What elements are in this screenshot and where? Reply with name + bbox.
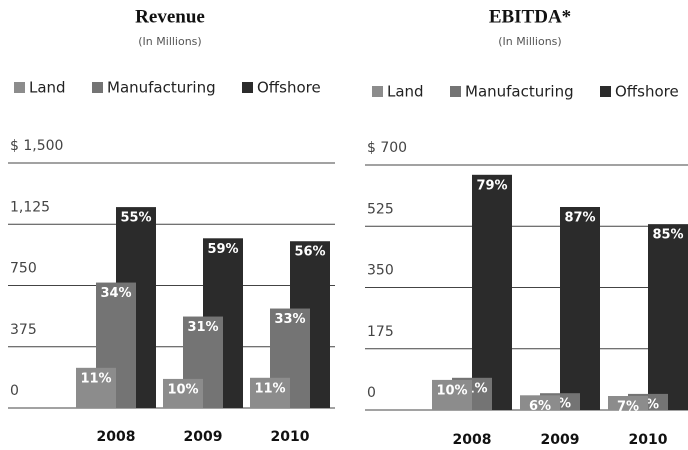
value-label: 11% [80, 371, 111, 386]
bar [163, 378, 203, 408]
bar [250, 377, 290, 408]
value-label: 56% [294, 245, 325, 260]
legend-swatch [372, 86, 383, 97]
legend-label: Offshore [615, 83, 679, 101]
legend-label: Land [387, 83, 424, 101]
x-tick-label: 2009 [541, 432, 580, 448]
y-tick-label: 525 [367, 201, 394, 217]
bar [76, 367, 116, 408]
value-label: 10% [167, 382, 198, 397]
legend-label: Manufacturing [107, 79, 216, 97]
value-label: 55% [120, 211, 151, 226]
y-tick-label: 0 [10, 383, 19, 399]
y-tick-label: 350 [367, 263, 394, 279]
value-label: 7% [617, 400, 639, 415]
legend-swatch [14, 82, 25, 93]
x-tick-label: 2008 [97, 429, 136, 445]
value-label: 34% [100, 286, 131, 301]
value-label: 31% [187, 320, 218, 335]
bar [520, 395, 560, 410]
x-tick-label: 2008 [453, 432, 492, 448]
value-label: 33% [274, 312, 305, 327]
y-tick-label: 175 [367, 324, 394, 340]
chart-title: EBITDA* [489, 6, 571, 27]
bar [608, 396, 648, 410]
legend-swatch [450, 86, 461, 97]
value-label: 79% [476, 178, 507, 193]
value-label: 59% [207, 242, 238, 257]
y-tick-label: $ 1,500 [10, 138, 63, 154]
x-tick-label: 2010 [629, 432, 668, 448]
bar [472, 174, 512, 410]
y-tick-label: $ 700 [367, 140, 407, 156]
value-label: 11% [254, 381, 285, 396]
x-tick-label: 2009 [184, 429, 223, 445]
chart-title: Revenue [135, 6, 205, 27]
legend-label: Manufacturing [465, 83, 574, 101]
legend-swatch [92, 82, 103, 93]
y-tick-label: 750 [10, 261, 37, 277]
y-tick-label: 1,125 [10, 199, 50, 215]
legend-label: Offshore [257, 79, 321, 97]
value-label: 85% [652, 228, 683, 243]
legend-swatch [242, 82, 253, 93]
value-label: 10% [436, 383, 467, 398]
y-tick-label: 375 [10, 322, 37, 338]
chart-subtitle: (In Millions) [138, 35, 201, 48]
value-label: 87% [564, 211, 595, 226]
legend-swatch [600, 86, 611, 97]
bar [648, 224, 688, 410]
y-tick-label: 0 [367, 385, 376, 401]
legend-label: Land [29, 79, 66, 97]
chart-subtitle: (In Millions) [498, 35, 561, 48]
x-tick-label: 2010 [271, 429, 310, 445]
bar [560, 207, 600, 410]
bar [432, 379, 472, 410]
value-label: 6% [529, 399, 551, 414]
